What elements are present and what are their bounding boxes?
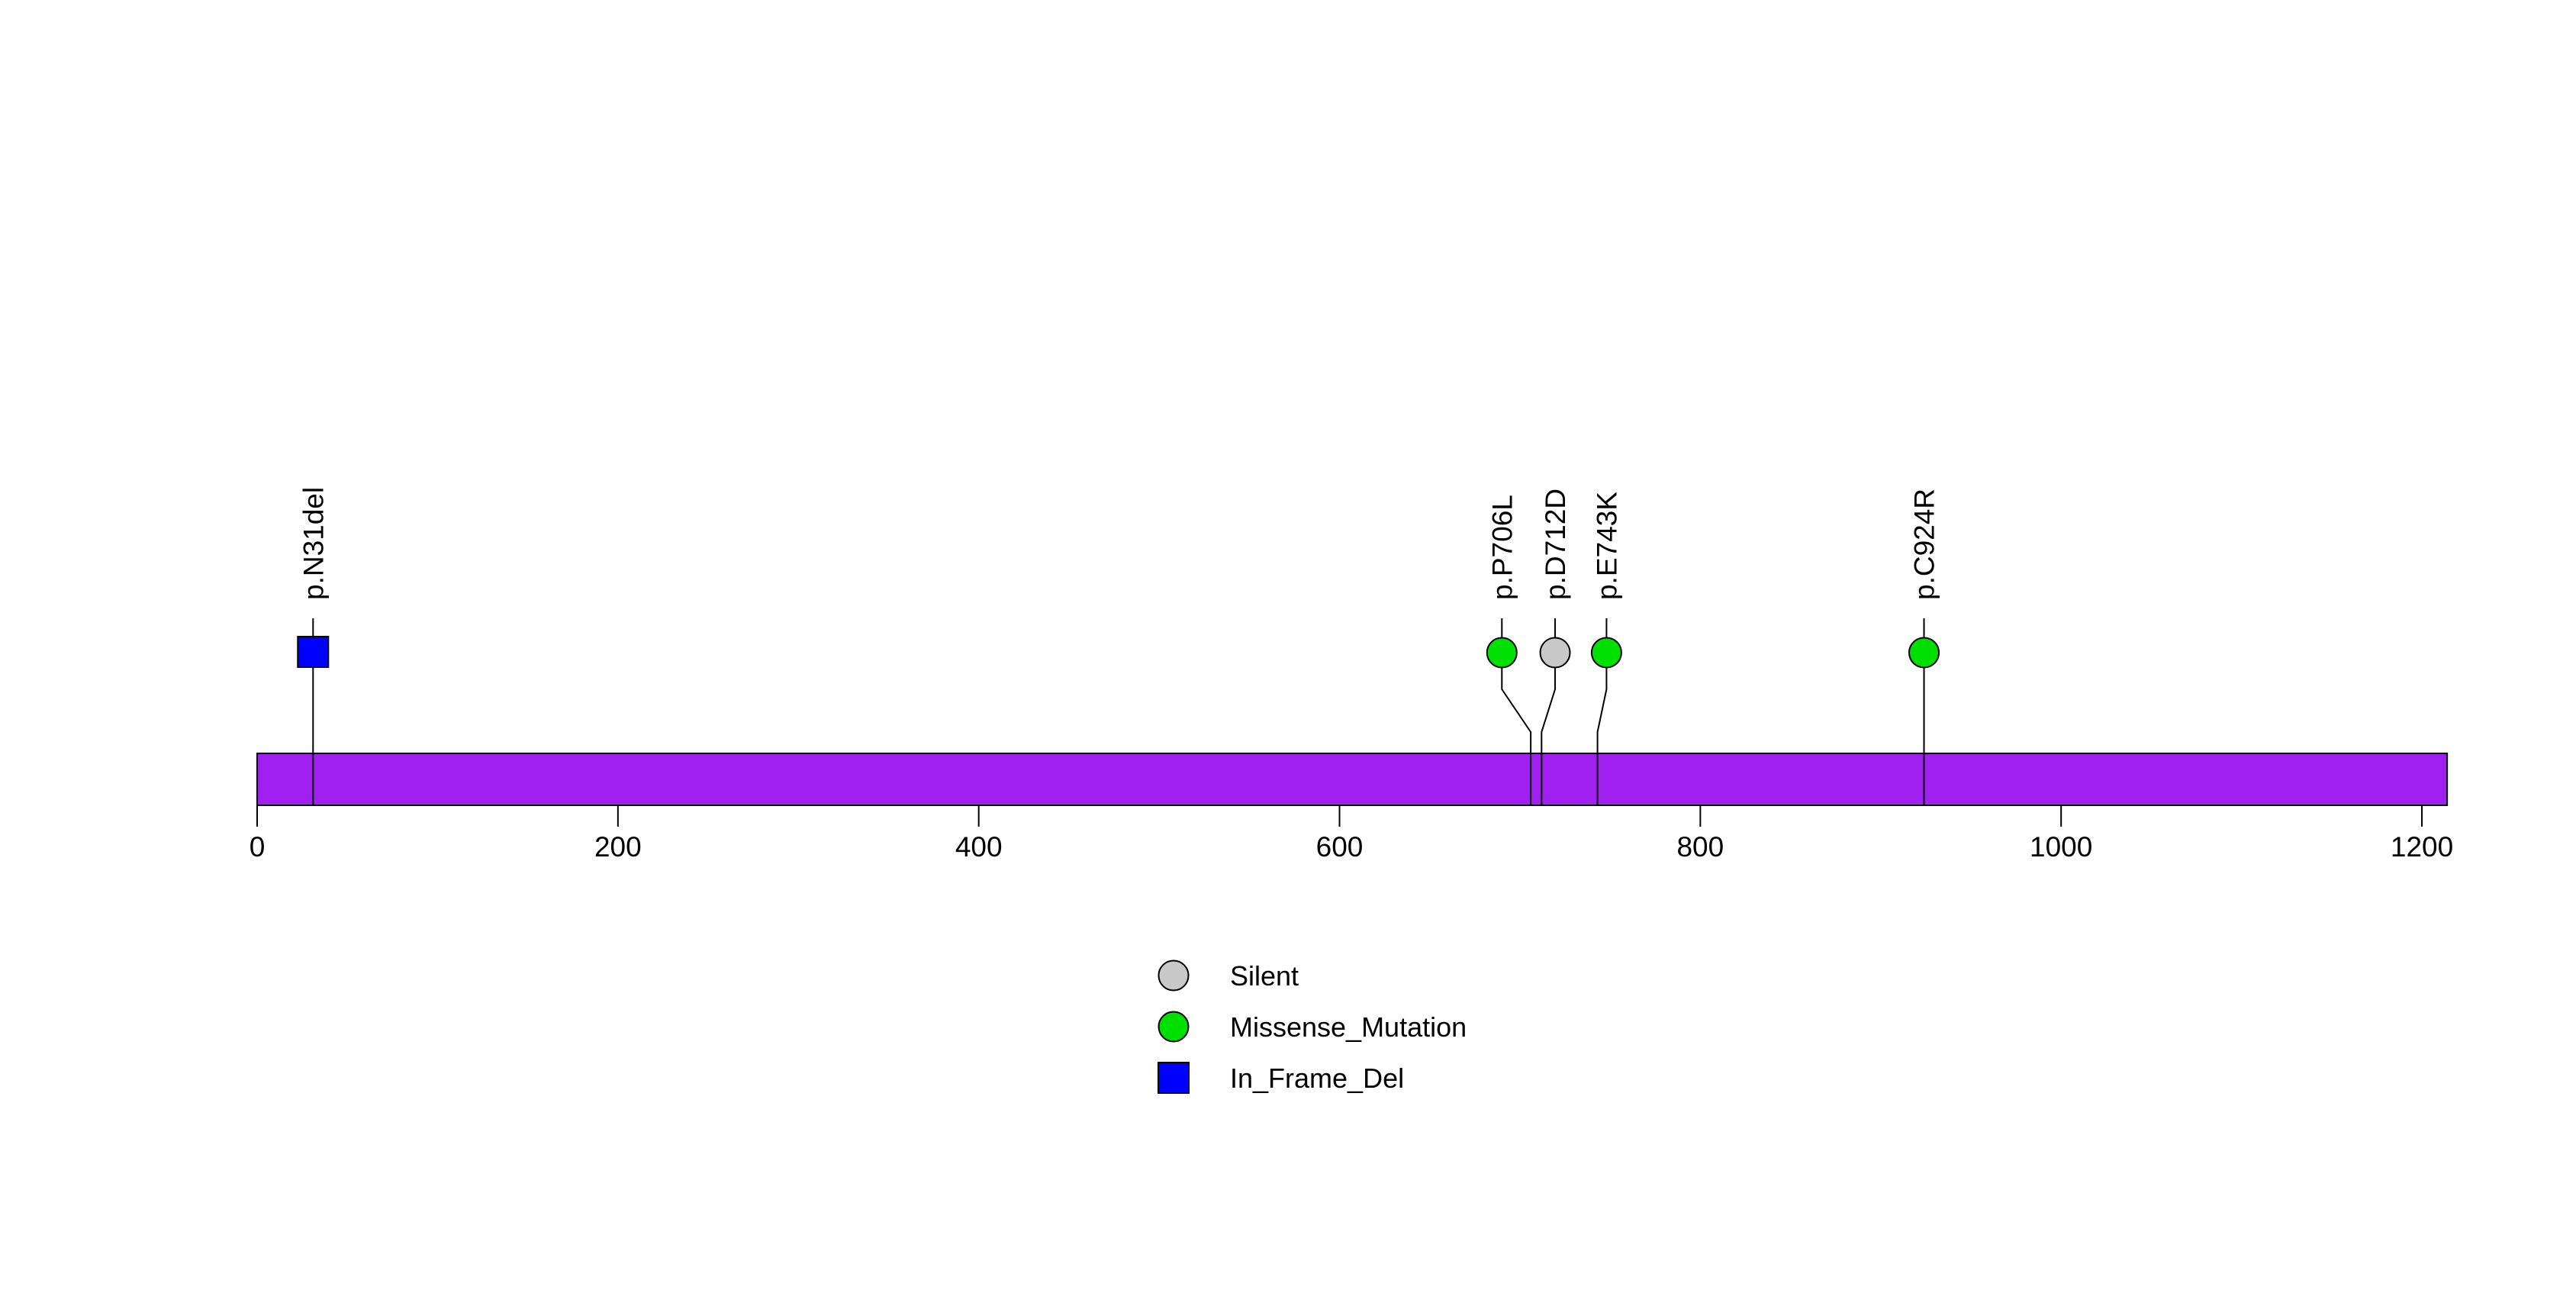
mutation-marker-circle	[1590, 637, 1622, 669]
x-axis-tick-label: 0	[250, 831, 266, 863]
legend-label: Missense_Mutation	[1230, 1011, 1467, 1043]
mutation-label: p.N31del	[298, 487, 329, 600]
legend-item: Missense_Mutation	[1158, 1011, 1467, 1043]
mutation-label: p.C924R	[1909, 489, 1940, 600]
legend-marker-circle	[1158, 959, 1190, 992]
mutation-marker-square	[297, 636, 330, 668]
mutation-marker-circle	[1486, 637, 1518, 669]
mutation-label: p.E743K	[1591, 492, 1622, 600]
x-axis-tick-label: 1200	[2391, 831, 2453, 863]
protein-bar	[256, 753, 2449, 806]
legend-item: In_Frame_Del	[1158, 1062, 1404, 1094]
x-axis-tick-label: 400	[955, 831, 1003, 863]
legend-marker-square	[1158, 1062, 1190, 1094]
legend-marker-circle	[1158, 1011, 1190, 1043]
legend-label: In_Frame_Del	[1230, 1063, 1404, 1094]
x-axis-tick-label: 1000	[2030, 831, 2092, 863]
mutation-label: p.D712D	[1540, 489, 1571, 600]
legend: Silent Missense_Mutation In_Frame_Del	[1158, 959, 1467, 1094]
x-axis-tick-label: 200	[594, 831, 642, 863]
mutation-label: p.P706L	[1486, 495, 1518, 600]
legend-label: Silent	[1230, 960, 1299, 992]
legend-item: Silent	[1158, 959, 1299, 992]
mutation-marker-circle	[1539, 637, 1571, 669]
x-axis-tick-label: 800	[1676, 831, 1724, 863]
mutation-marker-circle	[1908, 637, 1940, 669]
x-axis-tick-label: 600	[1316, 831, 1364, 863]
